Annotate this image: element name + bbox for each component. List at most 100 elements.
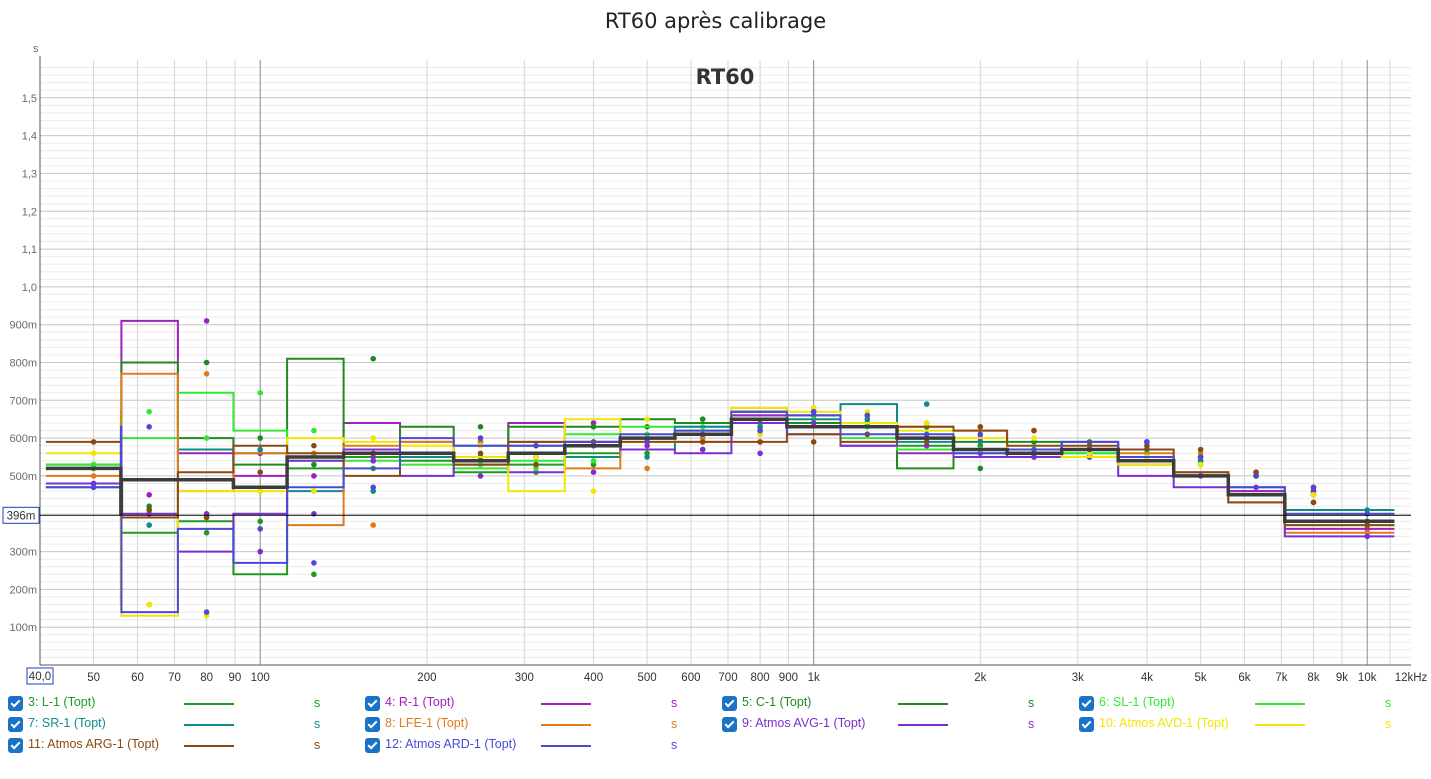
series-point [590,458,597,464]
y-tick-label: 500m [9,471,37,483]
legend-swatch [541,724,591,726]
x-tick-label: 10k [1358,672,1377,684]
series-point [311,560,317,566]
legend-item[interactable]: 6: SL-1 (Topt) s [1079,694,1409,714]
series-point [146,492,152,498]
series-point [203,529,210,536]
legend-swatch [898,724,948,726]
x-tick-label: 60 [131,672,144,684]
series-point [590,488,597,494]
series-point [1197,454,1204,460]
legend-unit: s [671,696,678,710]
legend-unit: s [671,717,678,731]
x-tick-label: 900 [779,672,798,684]
legend-checkbox[interactable] [365,738,380,753]
legend-item[interactable]: 3: L-1 (Topt) s [8,694,338,714]
series-point [644,439,650,445]
series-point [370,435,377,441]
series-point [203,359,210,366]
chart-title: RT60 après calibrage [604,9,827,33]
series-point [370,458,377,464]
y-tick-label: 1,3 [22,168,37,180]
series-point [757,439,763,445]
series-line-1 [45,414,1395,576]
legend-checkbox[interactable] [8,717,23,732]
legend-unit: s [314,738,321,752]
series-point [203,514,210,521]
legend-item[interactable]: 7: SR-1 (Topt) s [8,715,338,735]
rt60-chart[interactable]: RT60 s 100m200m300m500m600m700m800m900m1… [0,0,1431,692]
y-tick-label: 1,2 [22,206,37,218]
legend-item[interactable]: 9: Atmos AVG-1 (Topt) s [722,715,1052,735]
legend-checkbox[interactable] [1079,696,1094,711]
series-point [370,522,377,528]
legend-checkbox[interactable] [8,738,23,753]
legend-label: 11: Atmos ARG-1 (Topt) [28,737,160,751]
legend-item[interactable]: 11: Atmos ARG-1 (Topt) s [8,736,338,756]
series-point [1310,499,1317,506]
x-tick-label: 7k [1275,672,1287,684]
series-point [257,446,264,453]
legend-unit: s [1028,696,1035,710]
series-point [257,548,264,555]
series-point [370,355,377,362]
x-tick-label: 700 [718,672,737,684]
series-point [923,401,930,407]
series-point [257,526,264,532]
series-point [1031,435,1037,441]
legend-item[interactable]: 10: Atmos AVD-1 (Topt) s [1079,715,1409,735]
series-point [644,454,650,460]
legend-swatch [184,703,234,705]
series-point [90,484,97,491]
legend-checkbox[interactable] [365,696,380,711]
y-tick-label: 200m [9,584,37,596]
series-point [370,484,377,491]
legend-item[interactable]: 4: R-1 (Topt) s [365,694,695,714]
legend-checkbox[interactable] [8,696,23,711]
series-point [533,442,539,449]
series-point [977,424,984,430]
x-tick-label: 300 [515,672,534,684]
legend-item[interactable]: 8: LFE-1 (Topt) s [365,715,695,735]
y-tick-label: 900m [9,320,37,332]
x-tick-label: 1k [808,672,820,684]
x-tick-label: 50 [87,672,100,684]
y-tick-label: 100m [9,622,37,634]
y-tick-label: 1,1 [22,244,37,256]
axes [39,56,1411,666]
legend-swatch [1255,703,1305,705]
series-point [311,571,317,578]
x-tick-label: 4k [1141,672,1153,684]
x-tick-label: 3k [1072,672,1084,684]
series-point [477,473,484,479]
legend-checkbox[interactable] [722,717,737,732]
series-point [977,465,984,472]
series-point [311,488,317,494]
series-point [90,461,97,468]
legend-label: 9: Atmos AVG-1 (Topt) [742,716,866,730]
series-point [1364,533,1370,540]
legend-item[interactable]: 12: Atmos ARD-1 (Topt) s [365,736,695,756]
x-tick-label: 6k [1238,672,1250,684]
series-point [311,473,317,479]
cursor-line[interactable]: 396m [2,506,1411,524]
legend-checkbox[interactable] [722,696,737,711]
x-axis-ticks: 50 60 70 80 90 100 200 300 400 500 600 700 800 900 1k 2… [26,667,1428,685]
series-point [257,390,264,396]
legend-label: 12: Atmos ARD-1 (Topt) [385,737,517,751]
series-point [90,450,97,457]
series-point [757,427,763,434]
series-point [1253,473,1259,479]
x-tick-label: 80 [200,672,213,684]
legend-checkbox[interactable] [365,717,380,732]
cursor-label-box [2,506,40,524]
legend-checkbox[interactable] [1079,717,1094,732]
legend: 3: L-1 (Topt) s 4: R-1 (Topt) s 5: C-1 (Topt… [0,694,1431,776]
legend-item[interactable]: 5: C-1 (Topt) s [722,694,1052,714]
series-point [864,412,871,419]
series-point [923,431,930,438]
series-point [1310,492,1317,498]
series-point [977,431,984,438]
x-tick-label: 5k [1195,672,1207,684]
series-point [1364,522,1370,528]
